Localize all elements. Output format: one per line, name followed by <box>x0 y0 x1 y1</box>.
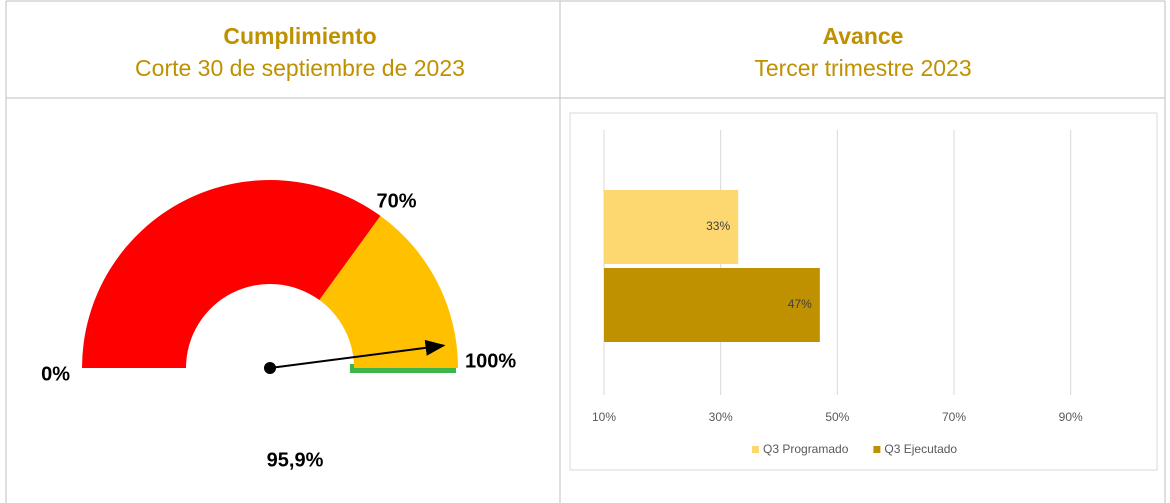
tick-label: 100% <box>465 350 516 372</box>
legend-label: Q3 Programado <box>763 442 849 456</box>
needle-hub <box>264 362 276 374</box>
gauge-band <box>82 180 381 368</box>
legend-swatch <box>873 446 881 453</box>
x-tick-label: 70% <box>942 410 966 424</box>
bar <box>604 190 739 264</box>
title: Cumplimiento <box>223 23 376 49</box>
bar <box>604 268 820 342</box>
title: Avance <box>823 23 904 49</box>
x-tick-label: 10% <box>592 410 616 424</box>
gauge-accent <box>350 364 456 373</box>
x-tick-label: 50% <box>825 410 849 424</box>
chart-frame <box>569 112 1158 471</box>
subtitle: Corte 30 de septiembre de 2023 <box>135 55 465 81</box>
needle <box>269 339 446 369</box>
subtitle: Tercer trimestre 2023 <box>754 55 971 81</box>
legend-label: Q3 Ejecutado <box>884 442 957 456</box>
x-tick-label: 90% <box>1059 410 1083 424</box>
data-label: 47% <box>788 297 812 311</box>
tick-label: 0% <box>41 363 70 385</box>
data-label: 33% <box>706 219 730 233</box>
x-tick-label: 30% <box>709 410 733 424</box>
value-label: 95,9% <box>267 449 324 471</box>
legend-swatch <box>752 446 759 453</box>
gauge-band <box>319 215 458 368</box>
tick-label: 70% <box>376 190 416 212</box>
